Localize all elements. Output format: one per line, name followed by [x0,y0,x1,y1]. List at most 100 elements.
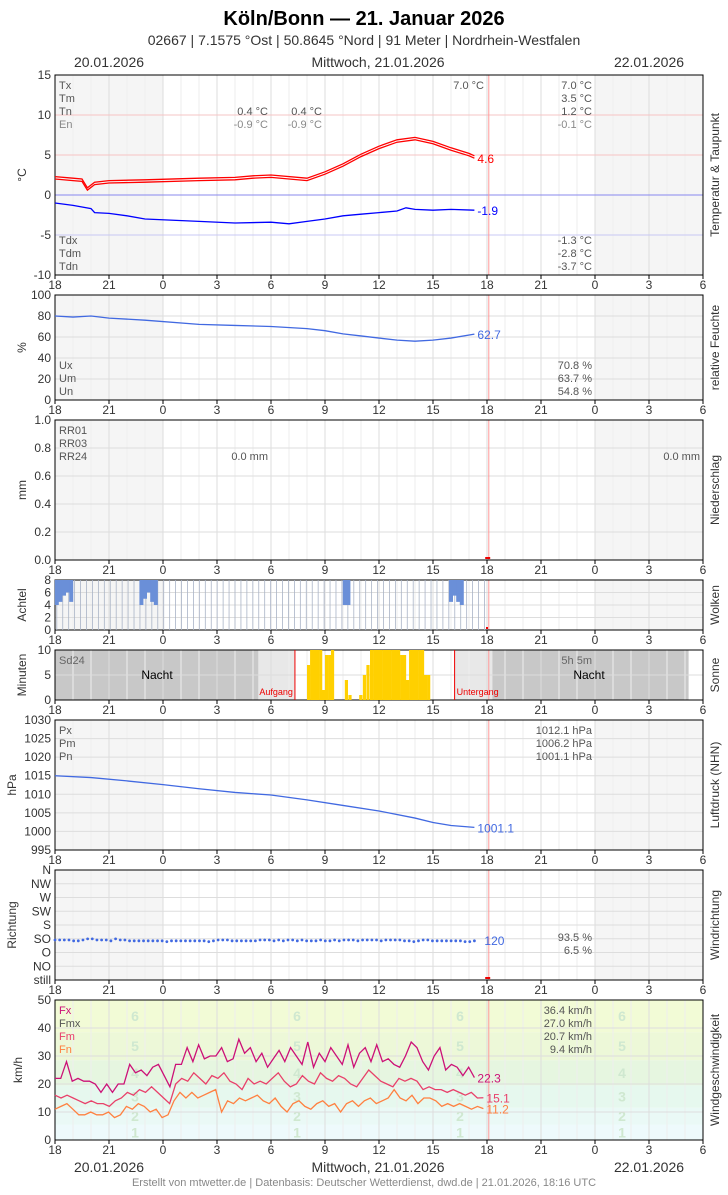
x-tick-label: 12 [372,1143,386,1157]
summary-value: 27.0 km/h [544,1018,592,1030]
x-tick-label: 18 [48,278,62,292]
beaufort-label: 2 [456,1108,464,1124]
humidity-line-last-value: 62.7 [477,328,501,342]
x-tick-label: 0 [160,853,167,867]
sunshine-bar [409,650,413,700]
x-tick-label: 18 [480,278,494,292]
summary-value: -2.8 °C [558,248,592,260]
x-tick-label: 9 [322,563,329,577]
wind-direction-point [449,939,453,943]
x-tick-label: 3 [214,633,221,647]
x-tick-label: 6 [268,853,275,867]
sunshine-bar [344,680,348,700]
cloud-bar [342,580,347,605]
wind-direction-point [267,938,271,942]
wind-direction-point [272,939,276,943]
summary-value: 9.4 km/h [550,1044,592,1056]
wind-direction-point [435,939,439,943]
cloud-bar [150,580,155,602]
y-tick-label: 0.6 [34,469,51,483]
wind-direction-point [398,938,402,942]
cloud-bar [65,580,70,593]
legend-Tx: Tx [59,80,72,92]
wind-direction-point [333,938,336,942]
beaufort-label: 5 [618,1038,626,1054]
y-axis-label: °C [15,168,29,182]
wind-direction-point [319,938,323,942]
x-tick-label: 3 [646,703,653,717]
sunshine-bar [388,650,392,700]
summary-value: 1001.1 hPa [536,751,593,763]
cloud-bar [459,580,464,605]
y-tick-label: 5 [44,668,51,682]
wind-direction-point [463,940,467,944]
summary-value: 54.8 % [558,386,592,398]
wind-direction-point [230,939,234,943]
wind-direction-point [426,938,430,942]
wind-direction-point [198,939,201,943]
x-tick-label: 3 [646,563,653,577]
y-tick-label: 0 [44,623,51,637]
legend-Fx: Fx [59,1005,72,1017]
y-tick-label: 0 [44,188,51,202]
y-tick-label: 2 [44,611,51,625]
x-tick-label: 18 [48,1143,62,1157]
x-tick-label: 3 [646,278,653,292]
wind-direction-point [389,938,392,942]
cloud-bar [146,580,151,593]
sunshine-bar [402,655,407,700]
wind-direction-point [328,939,332,943]
y-tick-label: NO [33,959,51,973]
y-axis-label: % [15,342,29,353]
cloud-bar [153,580,158,605]
x-tick-label: 15 [426,983,440,997]
x-tick-label: 18 [480,853,494,867]
y-tick-label: 1005 [24,806,51,820]
x-tick-label: 0 [592,563,599,577]
night-tn: 0.4 °C [291,106,322,118]
wind-direction-point [253,939,257,943]
y-tick-label: 20 [38,372,52,386]
x-tick-label: 6 [700,1143,707,1157]
wind-direction-point [314,939,318,943]
legend-RR01: RR01 [59,425,87,437]
summary-value: -0.1 °C [558,119,592,131]
x-tick-label: 0 [592,703,599,717]
y-tick-label: still [34,973,51,987]
x-tick-label: 0 [592,403,599,417]
x-tick-label: 18 [480,983,494,997]
beaufort-label: 6 [456,1008,464,1024]
wind-direction-point [156,939,159,943]
x-tick-label: 21 [534,983,548,997]
sunshine-bar [418,650,422,700]
y-tick-label: 1020 [24,750,51,764]
x-tick-label: 3 [214,703,221,717]
legend-Pn: Pn [59,751,72,763]
y-tick-label: 0 [44,393,51,407]
x-tick-label: 3 [646,853,653,867]
wind-direction-point [393,938,397,942]
legend-Ux: Ux [59,360,73,372]
side-label: Windrichtung [708,890,722,960]
beaufort-label: 6 [293,1008,301,1024]
y-tick-label: 0 [44,693,51,707]
sunshine-bar [382,650,386,700]
legend-Tn: Tn [59,106,72,118]
page-title: Köln/Bonn — 21. Januar 2026 [223,8,504,30]
summary-value: 1.2 °C [561,106,592,118]
y-tick-label: 1015 [24,769,51,783]
summary-value: 63.7 % [558,373,592,385]
wind-direction-point [356,939,360,943]
x-tick-label: 21 [534,633,548,647]
beaufort-label: 2 [131,1108,139,1124]
x-tick-label: 9 [322,1143,329,1157]
sunshine-bar [366,665,370,700]
sunshine-bar [359,695,363,700]
wind-direction-point [207,940,211,944]
wind-direction-point [412,940,416,944]
x-tick-label: 12 [372,278,386,292]
wind-direction-point [142,939,145,943]
date-center: Mittwoch, 21.01.2026 [311,54,444,70]
sunshine-bar [328,655,332,700]
wind-direction-point [212,939,215,943]
